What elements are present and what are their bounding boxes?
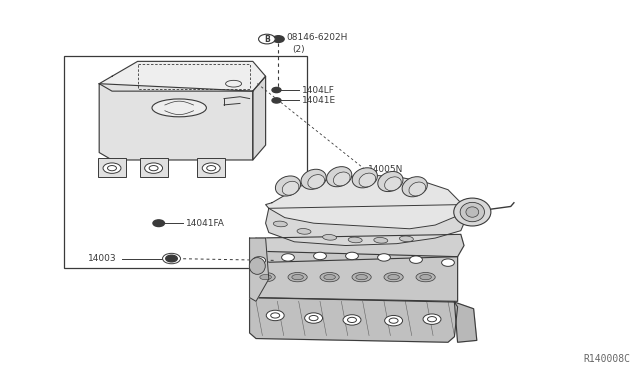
Circle shape bbox=[163, 253, 180, 264]
Circle shape bbox=[348, 317, 356, 323]
Circle shape bbox=[149, 166, 158, 171]
Circle shape bbox=[103, 163, 121, 173]
Circle shape bbox=[343, 315, 361, 325]
Circle shape bbox=[309, 315, 318, 321]
Ellipse shape bbox=[356, 275, 367, 280]
Ellipse shape bbox=[301, 169, 326, 189]
Circle shape bbox=[378, 254, 390, 261]
Circle shape bbox=[410, 256, 422, 263]
Circle shape bbox=[282, 254, 294, 261]
Ellipse shape bbox=[320, 272, 339, 282]
Text: B: B bbox=[264, 35, 269, 44]
Circle shape bbox=[389, 318, 398, 323]
Text: 14005N: 14005N bbox=[368, 165, 403, 174]
Ellipse shape bbox=[384, 272, 403, 282]
Text: 14041E: 14041E bbox=[302, 96, 336, 105]
Polygon shape bbox=[253, 251, 458, 301]
Circle shape bbox=[108, 166, 116, 171]
Ellipse shape bbox=[378, 171, 403, 192]
Circle shape bbox=[271, 313, 280, 318]
Ellipse shape bbox=[297, 228, 311, 234]
Ellipse shape bbox=[388, 275, 399, 280]
Circle shape bbox=[202, 163, 220, 173]
Circle shape bbox=[442, 259, 454, 266]
Ellipse shape bbox=[399, 236, 413, 242]
Ellipse shape bbox=[454, 198, 491, 226]
Circle shape bbox=[145, 163, 163, 173]
Circle shape bbox=[253, 257, 266, 264]
Ellipse shape bbox=[292, 275, 303, 280]
Text: 1404LF: 1404LF bbox=[302, 86, 335, 94]
Polygon shape bbox=[99, 61, 266, 91]
Ellipse shape bbox=[402, 177, 428, 197]
Circle shape bbox=[153, 220, 164, 227]
Circle shape bbox=[266, 310, 284, 321]
Ellipse shape bbox=[359, 173, 376, 187]
Ellipse shape bbox=[409, 182, 426, 196]
Circle shape bbox=[428, 317, 436, 322]
Ellipse shape bbox=[152, 99, 207, 117]
Text: R140008C: R140008C bbox=[584, 354, 630, 364]
Ellipse shape bbox=[288, 272, 307, 282]
Circle shape bbox=[207, 166, 216, 171]
Ellipse shape bbox=[416, 272, 435, 282]
Text: (2): (2) bbox=[292, 45, 305, 54]
Circle shape bbox=[272, 87, 281, 93]
Text: 14003: 14003 bbox=[88, 254, 117, 263]
Bar bbox=[197, 158, 225, 177]
Circle shape bbox=[314, 252, 326, 260]
Ellipse shape bbox=[260, 275, 271, 280]
Ellipse shape bbox=[460, 202, 484, 222]
Ellipse shape bbox=[250, 257, 266, 275]
Circle shape bbox=[273, 36, 284, 42]
Circle shape bbox=[385, 315, 403, 326]
Ellipse shape bbox=[273, 221, 287, 227]
Ellipse shape bbox=[348, 237, 362, 243]
Circle shape bbox=[305, 313, 323, 323]
Polygon shape bbox=[253, 234, 464, 262]
Ellipse shape bbox=[323, 234, 337, 240]
Ellipse shape bbox=[333, 172, 350, 186]
Circle shape bbox=[423, 314, 441, 324]
Ellipse shape bbox=[256, 272, 275, 282]
Ellipse shape bbox=[374, 237, 388, 243]
Ellipse shape bbox=[352, 168, 378, 188]
Polygon shape bbox=[266, 205, 467, 246]
Circle shape bbox=[259, 34, 275, 44]
Ellipse shape bbox=[420, 275, 431, 280]
Polygon shape bbox=[266, 175, 461, 229]
Polygon shape bbox=[99, 84, 253, 160]
Text: 14041FA: 14041FA bbox=[186, 219, 225, 228]
Polygon shape bbox=[250, 298, 458, 342]
Bar bbox=[98, 158, 126, 177]
Polygon shape bbox=[454, 302, 477, 342]
Ellipse shape bbox=[326, 167, 352, 187]
Ellipse shape bbox=[466, 207, 479, 217]
Ellipse shape bbox=[308, 174, 324, 189]
Ellipse shape bbox=[275, 176, 301, 196]
Polygon shape bbox=[250, 238, 269, 301]
Polygon shape bbox=[253, 76, 266, 160]
Ellipse shape bbox=[226, 80, 242, 87]
Ellipse shape bbox=[324, 275, 335, 280]
Text: 08146-6202H: 08146-6202H bbox=[286, 33, 348, 42]
Ellipse shape bbox=[352, 272, 371, 282]
Ellipse shape bbox=[385, 177, 401, 191]
Circle shape bbox=[166, 255, 177, 262]
Bar bbox=[64, 56, 307, 268]
Bar bbox=[140, 158, 168, 177]
Circle shape bbox=[272, 98, 281, 103]
Circle shape bbox=[346, 252, 358, 260]
Ellipse shape bbox=[282, 181, 299, 195]
